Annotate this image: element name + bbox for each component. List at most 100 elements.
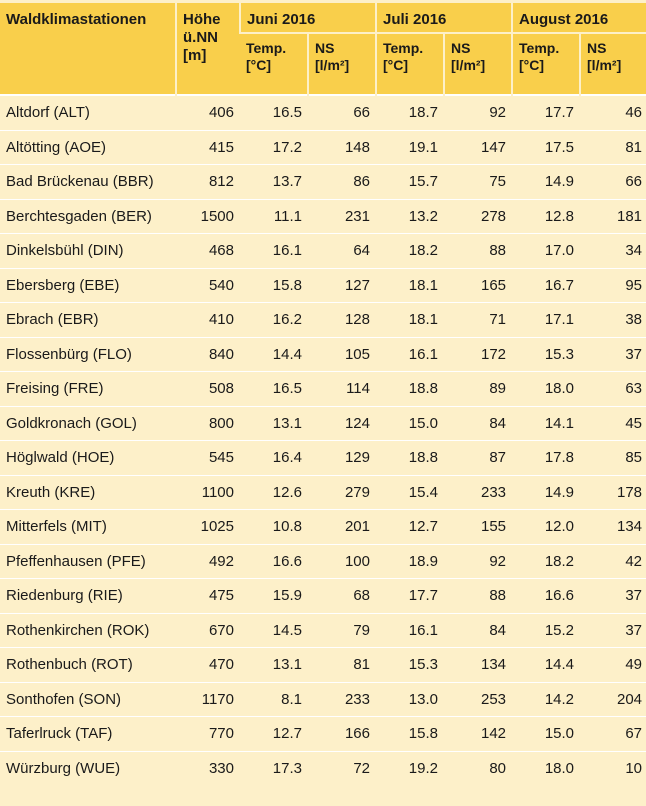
juni-ns-cell: 66 xyxy=(308,94,376,130)
juni-temp-cell: 13.1 xyxy=(240,647,308,682)
august-temp-cell: 14.2 xyxy=(512,681,581,717)
header-juli-ns: NS [l/m²] xyxy=(442,33,513,95)
juli-ns-cell: 253 xyxy=(444,681,513,717)
table-row: Rothenbuch (ROT) 470 13.1 81 15.3 134 14.4 49 xyxy=(0,647,646,682)
august-temp-cell: 15.3 xyxy=(512,336,581,372)
height-cell: 1025 xyxy=(176,509,240,544)
august-temp-cell: 17.8 xyxy=(512,440,581,475)
august-ns-cell: 178 xyxy=(580,474,646,510)
header-august-ns: NS [l/m²] xyxy=(579,33,646,95)
station-cell: Freising (FRE) xyxy=(0,371,176,406)
juni-ns-cell: 114 xyxy=(308,371,376,406)
juni-ns-cell: 100 xyxy=(308,543,376,579)
table-row: Dinkelsbühl (DIN) 468 16.1 64 18.2 88 17.0 34 xyxy=(0,233,646,268)
station-cell: Goldkronach (GOL) xyxy=(0,405,176,441)
header-ns-label: NS xyxy=(587,40,607,56)
table-row: Goldkronach (GOL) 800 13.1 124 15.0 84 14.1 45 xyxy=(0,405,646,441)
table-header: Waldklimastationen Höhe ü.NN [m] Juni 20… xyxy=(0,3,646,95)
august-temp-cell: 14.9 xyxy=(512,164,581,199)
station-cell: Sonthofen (SON) xyxy=(0,681,176,717)
height-cell: 770 xyxy=(176,716,240,751)
table-row: Mitterfels (MIT) 1025 10.8 201 12.7 155 12.0 13… xyxy=(0,509,646,544)
juni-temp-cell: 16.1 xyxy=(240,233,308,268)
header-month-juni: Juni 2016 xyxy=(239,3,376,34)
juni-ns-cell: 231 xyxy=(308,198,376,234)
juli-temp-cell: 15.8 xyxy=(376,716,444,751)
height-cell: 840 xyxy=(176,336,240,372)
table-row: Taferlruck (TAF) 770 12.7 166 15.8 142 15.0 67 xyxy=(0,716,646,751)
table-row: Pfeffenhausen (PFE) 492 16.6 100 18.9 92 18.2 4… xyxy=(0,543,646,579)
juli-temp-cell: 13.2 xyxy=(376,198,444,234)
height-cell: 475 xyxy=(176,578,240,613)
juli-temp-cell: 15.0 xyxy=(376,405,444,441)
august-ns-cell: 37 xyxy=(580,612,646,648)
juni-ns-cell: 124 xyxy=(308,405,376,441)
header-height-line1: Höhe xyxy=(183,11,221,28)
juni-temp-cell: 15.9 xyxy=(240,578,308,613)
juli-temp-cell: 18.2 xyxy=(376,233,444,268)
august-ns-cell: 42 xyxy=(580,543,646,579)
table-row: Rothenkirchen (ROK) 670 14.5 79 16.1 84 15.2 37 xyxy=(0,612,646,648)
juni-ns-cell: 128 xyxy=(308,302,376,337)
station-cell: Kreuth (KRE) xyxy=(0,474,176,510)
header-ns-unit: [l/m²] xyxy=(451,57,486,73)
table-row: Höglwald (HOE) 545 16.4 129 18.8 87 17.8 85 xyxy=(0,440,646,475)
height-cell: 508 xyxy=(176,371,240,406)
juni-temp-cell: 16.5 xyxy=(240,371,308,406)
height-cell: 406 xyxy=(176,94,240,130)
juni-ns-cell: 72 xyxy=(308,750,376,785)
juni-temp-cell: 16.6 xyxy=(240,543,308,579)
august-temp-cell: 18.0 xyxy=(512,371,581,406)
juli-temp-cell: 18.1 xyxy=(376,267,444,303)
august-ns-cell: 37 xyxy=(580,336,646,372)
august-temp-cell: 14.1 xyxy=(512,405,581,441)
juni-ns-cell: 68 xyxy=(308,578,376,613)
august-ns-cell: 37 xyxy=(580,578,646,613)
august-temp-cell: 16.7 xyxy=(512,267,581,303)
juli-ns-cell: 84 xyxy=(444,612,513,648)
height-cell: 468 xyxy=(176,233,240,268)
juni-ns-cell: 129 xyxy=(308,440,376,475)
august-ns-cell: 204 xyxy=(580,681,646,717)
table-row: Flossenbürg (FLO) 840 14.4 105 16.1 172 15.3 37 xyxy=(0,336,646,372)
juli-ns-cell: 233 xyxy=(444,474,513,510)
juli-temp-cell: 19.2 xyxy=(376,750,444,785)
august-temp-cell: 17.0 xyxy=(512,233,581,268)
juli-temp-cell: 18.7 xyxy=(376,94,444,130)
juni-temp-cell: 15.8 xyxy=(240,267,308,303)
juli-ns-cell: 147 xyxy=(444,129,513,165)
juni-temp-cell: 8.1 xyxy=(240,681,308,717)
juni-temp-cell: 16.4 xyxy=(240,440,308,475)
table-row: Kreuth (KRE) 1100 12.6 279 15.4 233 14.9 178 xyxy=(0,474,646,510)
juli-ns-cell: 89 xyxy=(444,371,513,406)
juli-ns-cell: 88 xyxy=(444,578,513,613)
august-ns-cell: 95 xyxy=(580,267,646,303)
header-juni-temp: Temp. [°C] xyxy=(240,33,308,95)
juni-temp-cell: 17.2 xyxy=(240,129,308,165)
august-temp-cell: 12.8 xyxy=(512,198,581,234)
juli-temp-cell: 18.1 xyxy=(376,302,444,337)
august-temp-cell: 14.4 xyxy=(512,647,581,682)
juli-ns-cell: 75 xyxy=(444,164,513,199)
august-temp-cell: 18.0 xyxy=(512,750,581,785)
station-cell: Rothenkirchen (ROK) xyxy=(0,612,176,648)
height-cell: 492 xyxy=(176,543,240,579)
juli-temp-cell: 12.7 xyxy=(376,509,444,544)
august-ns-cell: 134 xyxy=(580,509,646,544)
table-row: Ebrach (EBR) 410 16.2 128 18.1 71 17.1 38 xyxy=(0,302,646,337)
station-cell: Riedenburg (RIE) xyxy=(0,578,176,613)
station-cell: Flossenbürg (FLO) xyxy=(0,336,176,372)
juli-ns-cell: 88 xyxy=(444,233,513,268)
station-cell: Altdorf (ALT) xyxy=(0,94,176,130)
table-row: Altötting (AOE) 415 17.2 148 19.1 147 17.5 81 xyxy=(0,129,646,165)
august-temp-cell: 14.9 xyxy=(512,474,581,510)
juli-ns-cell: 155 xyxy=(444,509,513,544)
juni-ns-cell: 64 xyxy=(308,233,376,268)
juni-temp-cell: 11.1 xyxy=(240,198,308,234)
table-row: Altdorf (ALT) 406 16.5 66 18.7 92 17.7 46 xyxy=(0,94,646,130)
juli-ns-cell: 92 xyxy=(444,94,513,130)
juni-temp-cell: 17.3 xyxy=(240,750,308,785)
august-ns-cell: 45 xyxy=(580,405,646,441)
station-cell: Dinkelsbühl (DIN) xyxy=(0,233,176,268)
